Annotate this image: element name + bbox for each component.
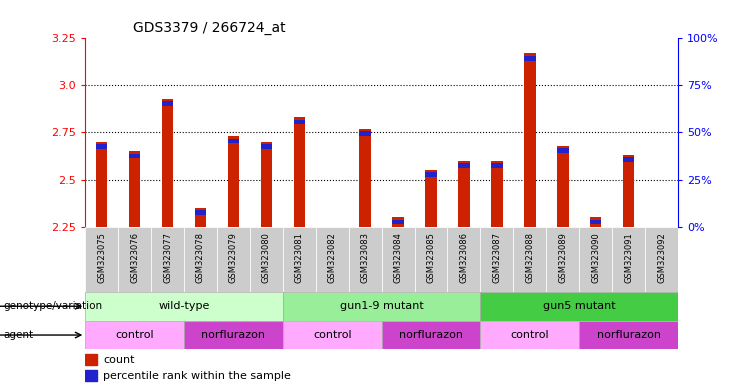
Bar — [283, 321, 382, 349]
Text: GSM323084: GSM323084 — [393, 232, 402, 283]
Bar — [85, 354, 96, 365]
Text: GSM323090: GSM323090 — [591, 232, 600, 283]
Bar — [96, 142, 107, 227]
Bar — [557, 148, 568, 153]
Bar — [524, 56, 536, 61]
Bar — [217, 227, 250, 292]
Text: GSM323085: GSM323085 — [427, 232, 436, 283]
Bar — [656, 285, 668, 290]
Bar — [184, 227, 217, 292]
Bar — [414, 227, 448, 292]
Text: GSM323091: GSM323091 — [624, 232, 633, 283]
Bar — [645, 227, 678, 292]
Bar — [480, 292, 678, 321]
Text: GSM323089: GSM323089 — [558, 232, 568, 283]
Text: GSM323083: GSM323083 — [361, 232, 370, 283]
Text: GSM323080: GSM323080 — [262, 232, 271, 283]
Text: norflurazon: norflurazon — [202, 330, 265, 340]
Bar — [480, 321, 579, 349]
Text: genotype/variation: genotype/variation — [4, 301, 103, 311]
Bar — [612, 227, 645, 292]
Bar — [151, 227, 184, 292]
Bar — [85, 370, 96, 381]
Bar — [359, 131, 371, 136]
Bar — [85, 292, 283, 321]
Bar — [382, 227, 414, 292]
Bar — [514, 227, 546, 292]
Bar — [349, 227, 382, 292]
Text: GSM323087: GSM323087 — [492, 232, 502, 283]
Bar — [96, 144, 107, 149]
Bar — [458, 161, 470, 227]
Bar — [590, 217, 602, 227]
Text: gun5 mutant: gun5 mutant — [543, 301, 616, 311]
Bar — [85, 227, 118, 292]
Bar — [656, 227, 668, 283]
Bar — [491, 163, 502, 168]
Bar — [227, 139, 239, 143]
Bar — [227, 136, 239, 227]
Bar — [250, 227, 283, 292]
Bar — [590, 220, 602, 224]
Bar — [623, 157, 634, 162]
Text: GSM323075: GSM323075 — [97, 232, 106, 283]
Text: GSM323088: GSM323088 — [525, 232, 534, 283]
Text: GSM323086: GSM323086 — [459, 232, 468, 283]
Text: control: control — [511, 330, 549, 340]
Bar — [392, 220, 404, 224]
Bar — [316, 227, 349, 292]
Bar — [162, 99, 173, 227]
Text: GSM323081: GSM323081 — [295, 232, 304, 283]
Bar — [546, 227, 579, 292]
Text: GSM323082: GSM323082 — [328, 232, 336, 283]
Bar — [458, 163, 470, 168]
Bar — [118, 227, 151, 292]
Bar — [293, 120, 305, 124]
Bar — [85, 321, 184, 349]
Text: GSM323076: GSM323076 — [130, 232, 139, 283]
Bar — [480, 227, 514, 292]
Text: control: control — [313, 330, 351, 340]
Bar — [129, 151, 140, 227]
Bar — [327, 227, 338, 283]
Text: GDS3379 / 266724_at: GDS3379 / 266724_at — [133, 21, 285, 35]
Text: GSM323077: GSM323077 — [163, 232, 172, 283]
Bar — [382, 321, 480, 349]
Bar — [425, 170, 436, 227]
Bar — [283, 292, 480, 321]
Bar — [491, 161, 502, 227]
Bar — [359, 129, 371, 227]
Bar — [195, 210, 206, 215]
Bar — [129, 154, 140, 158]
Bar — [293, 118, 305, 227]
Bar — [261, 142, 272, 227]
Text: control: control — [116, 330, 154, 340]
Text: count: count — [103, 354, 135, 364]
Text: GSM323078: GSM323078 — [196, 232, 205, 283]
Bar — [283, 227, 316, 292]
Bar — [448, 227, 480, 292]
Text: norflurazon: norflurazon — [597, 330, 661, 340]
Bar — [557, 146, 568, 227]
Text: wild-type: wild-type — [159, 301, 210, 311]
Bar — [392, 217, 404, 227]
Bar — [524, 53, 536, 227]
Text: percentile rank within the sample: percentile rank within the sample — [103, 371, 291, 381]
Bar — [261, 144, 272, 149]
Text: norflurazon: norflurazon — [399, 330, 463, 340]
Bar — [195, 208, 206, 227]
Bar — [327, 285, 338, 290]
Bar — [579, 227, 612, 292]
Text: agent: agent — [4, 330, 34, 340]
Bar — [162, 101, 173, 106]
Bar — [184, 321, 283, 349]
Bar — [579, 321, 678, 349]
Bar — [623, 155, 634, 227]
Text: GSM323079: GSM323079 — [229, 232, 238, 283]
Text: GSM323092: GSM323092 — [657, 232, 666, 283]
Text: gun1-9 mutant: gun1-9 mutant — [339, 301, 424, 311]
Bar — [425, 172, 436, 177]
